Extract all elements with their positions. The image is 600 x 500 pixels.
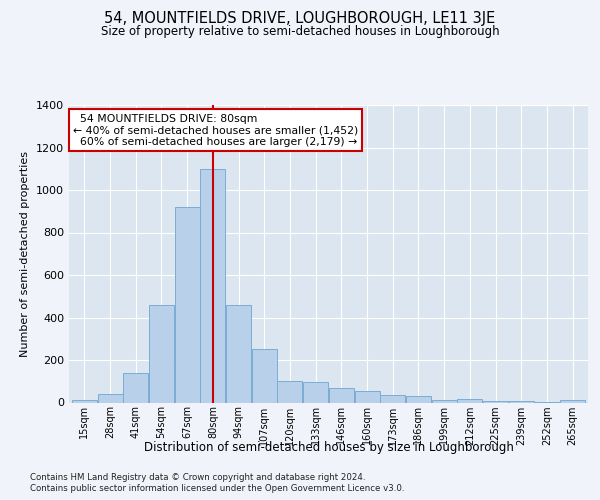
Text: Contains public sector information licensed under the Open Government Licence v3: Contains public sector information licen…: [30, 484, 404, 493]
Bar: [457, 400, 482, 402]
Bar: [252, 350, 277, 403]
Text: 54 MOUNTFIELDS DRIVE: 80sqm  
← 40% of semi-detached houses are smaller (1,452)
: 54 MOUNTFIELDS DRIVE: 80sqm ← 40% of sem…: [73, 114, 358, 146]
Bar: [124, 373, 148, 402]
Bar: [303, 382, 328, 402]
Bar: [72, 400, 97, 402]
Bar: [509, 401, 533, 402]
Bar: [406, 396, 431, 402]
Text: 54, MOUNTFIELDS DRIVE, LOUGHBOROUGH, LE11 3JE: 54, MOUNTFIELDS DRIVE, LOUGHBOROUGH, LE1…: [104, 11, 496, 26]
Bar: [98, 394, 122, 402]
Bar: [431, 400, 457, 402]
Bar: [380, 395, 405, 402]
Bar: [200, 169, 226, 402]
Bar: [149, 304, 174, 402]
Bar: [355, 391, 380, 402]
Bar: [277, 381, 302, 402]
Bar: [329, 388, 354, 402]
Text: Contains HM Land Registry data © Crown copyright and database right 2024.: Contains HM Land Registry data © Crown c…: [30, 472, 365, 482]
Bar: [226, 304, 251, 402]
Text: Distribution of semi-detached houses by size in Loughborough: Distribution of semi-detached houses by …: [144, 441, 514, 454]
Y-axis label: Number of semi-detached properties: Number of semi-detached properties: [20, 151, 31, 357]
Bar: [175, 207, 200, 402]
Text: Size of property relative to semi-detached houses in Loughborough: Size of property relative to semi-detach…: [101, 25, 499, 38]
Bar: [560, 400, 585, 402]
